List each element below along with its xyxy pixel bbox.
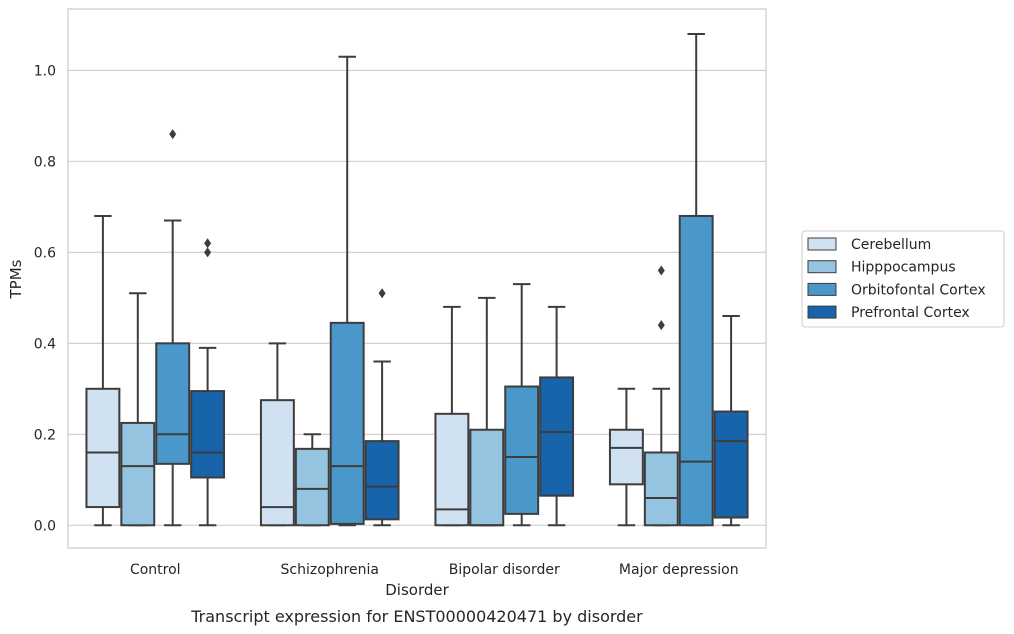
outlier-point — [204, 238, 212, 249]
legend: Cerebellum Hipppocampus Orbitofontal Corte… — [801, 230, 1005, 328]
box-body — [678, 214, 714, 527]
box-body — [190, 390, 226, 479]
legend-swatch — [807, 260, 837, 274]
legend-frame — [801, 230, 1005, 328]
box-2-2 — [504, 283, 540, 527]
y-tick-label: 1.0 — [34, 63, 56, 79]
box-1-0 — [120, 292, 156, 527]
box-series — [85, 33, 749, 527]
box-3-1 — [364, 288, 400, 527]
box-1-1 — [294, 433, 330, 527]
legend-swatch — [807, 282, 837, 296]
box-3-2 — [539, 305, 575, 527]
y-tick-label: 0.0 — [34, 518, 56, 534]
y-tick-label: 0.8 — [34, 154, 56, 170]
box-body — [713, 410, 749, 519]
outlier-point — [204, 247, 212, 258]
legend-swatch — [807, 305, 837, 319]
box-1-3 — [643, 265, 679, 527]
legend-label: Cerebellum — [851, 237, 931, 253]
y-axis-label: TPMs — [7, 259, 25, 299]
box-body — [434, 412, 470, 527]
x-tick-label: Bipolar disorder — [449, 562, 560, 578]
y-tick-label: 0.6 — [34, 245, 56, 261]
outlier-point — [169, 129, 177, 140]
box-body — [329, 321, 365, 525]
chart-caption: Transcript expression for ENST0000042047… — [190, 607, 643, 626]
box-3-3 — [713, 315, 749, 527]
box-3-0 — [190, 238, 226, 527]
box-1-2 — [469, 296, 505, 527]
box-body — [155, 342, 191, 465]
box-2-1 — [329, 55, 365, 527]
box-body — [643, 451, 679, 527]
plot-frame — [67, 8, 767, 549]
legend-swatch — [807, 237, 837, 251]
x-tick-label: Schizophrenia — [281, 562, 379, 578]
x-axis-ticks: Control Schizophrenia Bipolar disorder Majo… — [130, 562, 739, 578]
outlier-point — [657, 320, 665, 331]
box-body — [469, 428, 505, 527]
outlier-point — [378, 288, 386, 299]
box-body — [259, 399, 295, 527]
x-tick-label: Control — [130, 562, 181, 578]
y-tick-label: 0.2 — [34, 427, 56, 443]
box-0-2 — [434, 305, 470, 527]
box-0-1 — [259, 342, 295, 527]
y-axis-ticks: 0.0 0.2 0.4 0.6 0.8 1.0 — [34, 63, 56, 534]
legend-label: Orbitofontal Cortex — [851, 282, 986, 298]
x-axis-label: Disorder — [385, 581, 449, 599]
box-0-3 — [608, 387, 644, 527]
x-tick-label: Major depression — [619, 562, 739, 578]
box-2-3 — [678, 33, 714, 527]
legend-label: Hipppocampus — [851, 260, 956, 276]
box-0-0 — [85, 214, 121, 527]
box-body — [539, 376, 575, 497]
box-body — [120, 421, 156, 527]
box-body — [504, 385, 540, 515]
box-body — [608, 428, 644, 486]
y-tick-label: 0.4 — [34, 336, 56, 352]
box-body — [85, 387, 121, 509]
outlier-point — [657, 265, 665, 276]
legend-label: Prefrontal Cortex — [851, 305, 970, 321]
box-body — [294, 447, 330, 527]
box-2-0 — [155, 129, 191, 527]
box-body — [364, 440, 400, 521]
